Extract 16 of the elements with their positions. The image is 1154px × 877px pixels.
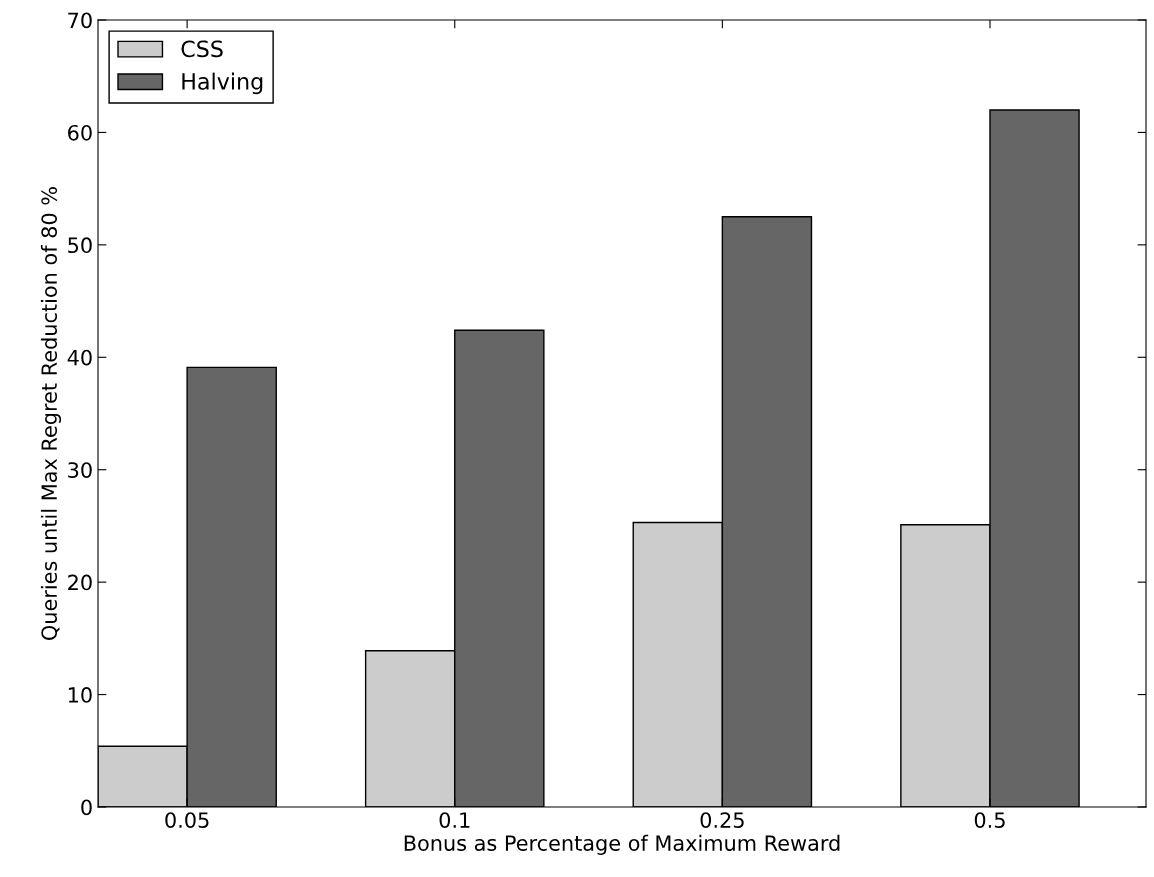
y-tick-label: 60 (68, 124, 92, 141)
legend-label: Halving (182, 72, 263, 95)
x-axis-title: Bonus as Percentage of Maximum Reward (404, 834, 840, 855)
y-axis-title: Queries until Max Regret Reduction of 80 % (40, 187, 62, 640)
y-tick-label: 50 (68, 237, 92, 254)
y-tick-label: 70 (68, 12, 92, 29)
x-tick-label: 0.5 (974, 812, 1005, 828)
y-tick-label: 30 (68, 462, 92, 478)
x-tick-label: 0.1 (439, 812, 470, 828)
y-tick-label: 0 (81, 799, 92, 816)
y-tick-label: 40 (67, 349, 92, 366)
x-tick-label: 0.25 (700, 812, 744, 828)
legend-label: CSS (181, 40, 223, 58)
y-tick-label: 10 (68, 687, 92, 703)
x-tick-label: 0.05 (165, 812, 209, 828)
y-tick-label: 20 (68, 574, 92, 591)
